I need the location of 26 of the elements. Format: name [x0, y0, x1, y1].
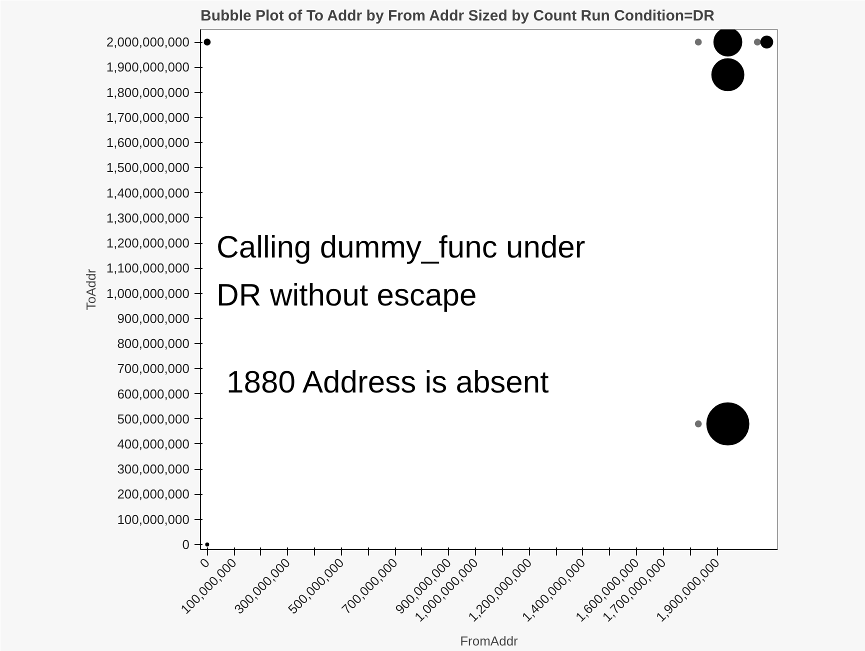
y-axis-title: ToAddr — [83, 268, 98, 310]
y-tick-label: 800,000,000 — [117, 336, 190, 352]
y-tick-label: 100,000,000 — [117, 512, 190, 527]
y-tick-label: 0 — [182, 536, 190, 552]
y-tick-label: 1,800,000,000 — [106, 84, 190, 100]
annotation: Calling dummy_func under DR without escape — [216, 230, 586, 312]
y-tick-label: 1,700,000,000 — [106, 110, 190, 125]
y-tick-label: 400,000,000 — [117, 436, 190, 452]
y-tick-label: 200,000,000 — [117, 486, 190, 502]
y-tick-label: 1,300,000,000 — [106, 210, 190, 226]
y-tick-label: 1,900,000,000 — [106, 60, 190, 75]
y-tick-label: 1,000,000,000 — [106, 286, 190, 301]
y-tick-label: 1,600,000,000 — [106, 135, 190, 150]
y-tick-label: 1,400,000,000 — [106, 185, 190, 200]
y-tick-label: 300,000,000 — [117, 462, 190, 477]
y-tick-label: 600,000,000 — [117, 386, 190, 402]
chart-title: Bubble Plot of To Addr by From Addr Sized by Count Run Condition=DR — [200, 8, 715, 24]
annotation: 1880 Address is absent — [226, 364, 550, 400]
y-tick-label: 500,000,000 — [117, 411, 190, 426]
y-tick-label: 1,200,000,000 — [106, 236, 190, 251]
y-tick-label: 1,100,000,000 — [106, 260, 190, 276]
y-tick-label: 1,500,000,000 — [106, 160, 190, 176]
x-axis-title: FromAddr — [460, 634, 519, 649]
y-tick-label: 700,000,000 — [117, 361, 190, 376]
y-tick-label: 2,000,000,000 — [106, 34, 190, 50]
y-tick-label: 900,000,000 — [117, 310, 190, 326]
